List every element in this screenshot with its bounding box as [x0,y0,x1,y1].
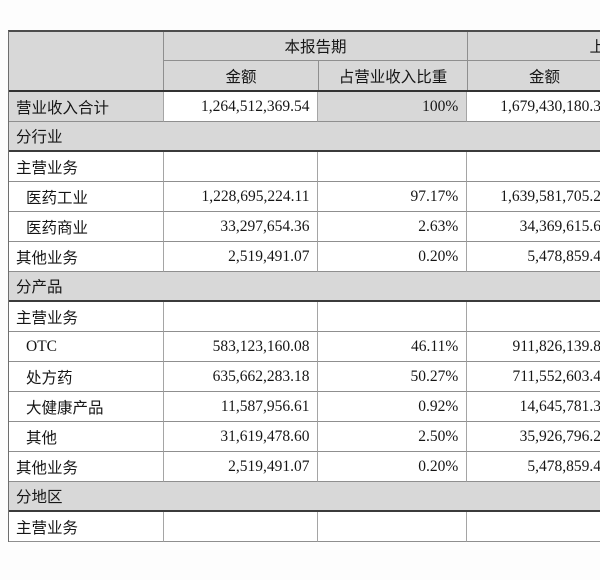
ratio-current: 46.11% [318,332,468,362]
ratio-column-header: 占营业收入比重 [319,61,468,90]
row-label: 主营业务 [9,152,164,182]
amount-prior: 35,926,796.2 [467,422,600,452]
prior-period-header: 上 [468,32,600,61]
ratio-current: 2.50% [318,422,468,452]
ratio-current: 2.63% [318,212,468,242]
amount-prior: 34,369,615.6 [467,212,600,242]
amount-prior: 911,826,139.8 [467,332,600,362]
row-label: 主营业务 [9,512,164,542]
section-label: 分行业 [16,129,63,146]
table-row: 医药工业 1,228,695,224.11 97.17% 1,639,581,7… [9,182,600,212]
amount-current: 1,228,695,224.11 [163,182,319,212]
amount-prior: 14,645,781.3 [467,392,600,422]
table-row: 主营业务 [9,512,600,542]
row-label: 大健康产品 [9,392,164,422]
amount-current [163,512,319,542]
amount-prior: 1,639,581,705.2 [467,182,600,212]
amount-prior: 711,552,603.4 [467,362,600,392]
amount-current: 2,519,491.07 [163,452,319,482]
amount-prior: 1,679,430,180.3 [467,92,600,122]
section-row-product: 分产品 [9,272,600,302]
amount-current: 33,297,654.36 [163,212,319,242]
table-row: 其他 31,619,478.60 2.50% 35,926,796.2 [9,422,600,452]
ratio-current: 0.92% [318,392,468,422]
section-row-industry: 分行业 [9,122,600,152]
amount-current: 635,662,283.18 [163,362,319,392]
ratio-current [318,152,468,182]
table-row-total: 营业收入合计 1,264,512,369.54 100% 1,679,430,1… [9,92,600,122]
ratio-current: 100% [318,92,468,122]
table-row: 其他业务 2,519,491.07 0.20% 5,478,859.4 [9,452,600,482]
section-label: 分地区 [16,489,63,506]
table-row: 医药商业 33,297,654.36 2.63% 34,369,615.6 [9,212,600,242]
section-row-region: 分地区 [9,482,600,512]
section-label: 分产品 [16,279,63,296]
revenue-breakdown-table: 本报告期 上 金额 占营业收入比重 金额 营业收入合计 1,264,512,36… [8,30,600,542]
header-corner-cell [9,32,164,90]
ratio-current [318,512,468,542]
ratio-current: 97.17% [318,182,468,212]
ratio-current: 50.27% [318,362,468,392]
amount-prior: 5,478,859.4 [467,452,600,482]
row-label: 主营业务 [9,302,164,332]
table-row: OTC 583,123,160.08 46.11% 911,826,139.8 [9,332,600,362]
table-row: 处方药 635,662,283.18 50.27% 711,552,603.4 [9,362,600,392]
amount-column-header: 金额 [164,61,319,90]
row-label: 医药工业 [9,182,164,212]
row-label: 营业收入合计 [9,92,164,122]
ratio-current [318,302,468,332]
ratio-current: 0.20% [318,242,468,272]
table-row: 其他业务 2,519,491.07 0.20% 5,478,859.4 [9,242,600,272]
amount-current: 1,264,512,369.54 [163,92,319,122]
amount-current [163,302,319,332]
amount-current: 583,123,160.08 [163,332,319,362]
row-label: 其他业务 [9,242,164,272]
current-period-header: 本报告期 [164,32,468,61]
table-header: 本报告期 上 金额 占营业收入比重 金额 [9,32,600,92]
row-label: OTC [9,332,164,362]
amount-current: 2,519,491.07 [163,242,319,272]
amount-current: 31,619,478.60 [163,422,319,452]
table-row: 大健康产品 11,587,956.61 0.92% 14,645,781.3 [9,392,600,422]
amount-prior [467,512,600,542]
prior-amount-column-header: 金额 [528,68,560,86]
row-label: 处方药 [9,362,164,392]
amount-prior [467,302,600,332]
row-label: 其他业务 [9,452,164,482]
ratio-current: 0.20% [318,452,468,482]
table-row: 主营业务 [9,152,600,182]
amount-current [163,152,319,182]
row-label: 医药商业 [9,212,164,242]
amount-prior [467,152,600,182]
row-label: 其他 [9,422,164,452]
table-row: 主营业务 [9,302,600,332]
amount-prior: 5,478,859.4 [467,242,600,272]
amount-current: 11,587,956.61 [163,392,319,422]
